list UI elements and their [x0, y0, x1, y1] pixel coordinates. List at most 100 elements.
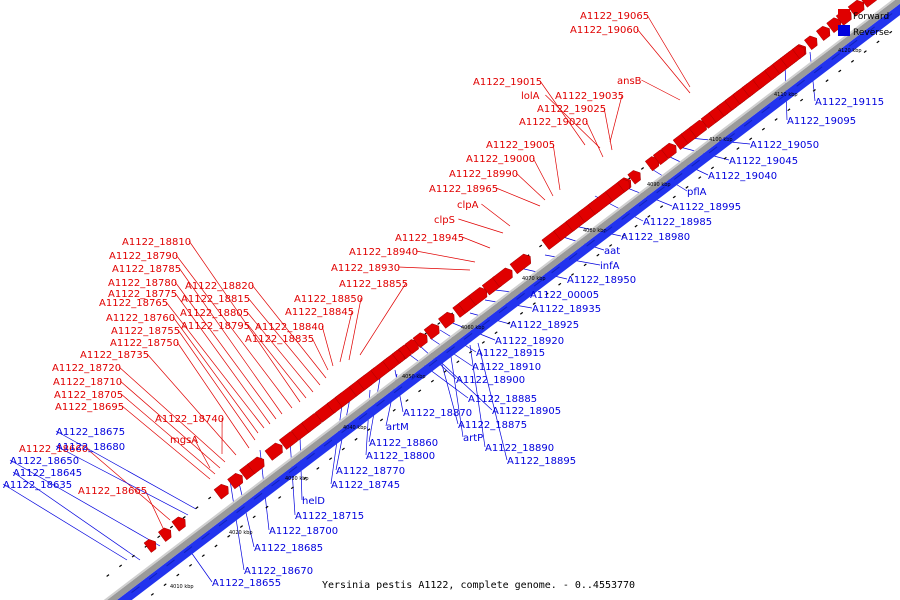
reverse-gene-label[interactable]: A1122_18905 — [492, 406, 561, 417]
forward-gene-label[interactable]: A1122_18850 — [294, 294, 363, 305]
reverse-gene-label[interactable]: A1122_18910 — [472, 362, 541, 373]
forward-gene-label[interactable]: A1122_19060 — [570, 25, 639, 36]
forward-gene-label[interactable]: A1122_18855 — [339, 279, 408, 290]
reverse-gene-label[interactable]: A1122_18915 — [476, 348, 545, 359]
forward-gene-label[interactable]: A1122_18695 — [55, 402, 124, 413]
forward-gene-label[interactable]: A1122_18755 — [111, 326, 180, 337]
minor-tick — [647, 215, 651, 218]
reverse-gene-label[interactable]: A1122_19115 — [815, 97, 884, 108]
forward-gene-label[interactable]: A1122_18660 — [19, 444, 88, 455]
reverse-gene-label[interactable]: artM — [386, 422, 409, 433]
forward-gene-label[interactable]: lolA — [521, 91, 540, 102]
forward-gene-label[interactable]: A1122_18760 — [106, 313, 175, 324]
reverse-gene-label[interactable]: A1122_18885 — [468, 394, 537, 405]
reverse-gene-label[interactable]: infA — [600, 261, 620, 272]
forward-gene-label[interactable]: A1122_19025 — [537, 104, 606, 115]
reverse-gene-label[interactable]: A1122_18935 — [532, 304, 601, 315]
reverse-gene-label[interactable]: A1122_18860 — [369, 438, 438, 449]
reverse-gene-label[interactable]: A1122_18800 — [366, 451, 435, 462]
forward-gene-label[interactable]: A1122_19000 — [466, 154, 535, 165]
reverse-leader-line — [477, 342, 508, 461]
forward-gene-label[interactable]: A1122_18750 — [110, 338, 179, 349]
forward-gene-label[interactable]: A1122_18775 — [108, 289, 177, 300]
forward-gene-label[interactable]: ansB — [617, 76, 642, 87]
forward-leader-line — [174, 281, 277, 420]
reverse-gene-label[interactable]: A1122_18635 — [3, 480, 72, 491]
reverse-gene-label[interactable]: A1122_18980 — [621, 232, 690, 243]
reverse-gene-label[interactable]: artP — [463, 433, 483, 444]
forward-gene-label[interactable]: A1122_18845 — [285, 307, 354, 318]
minor-tick — [812, 88, 816, 92]
reverse-gene-label[interactable]: A1122_19050 — [750, 140, 819, 151]
reverse-gene-label[interactable]: A1122_18995 — [672, 202, 741, 213]
reverse-gene-label[interactable]: A1122_18950 — [567, 275, 636, 286]
reverse-gene-label[interactable]: A1122_18680 — [56, 442, 125, 453]
forward-gene-label[interactable]: A1122_19035 — [555, 91, 624, 102]
forward-gene-label[interactable]: A1122_18835 — [245, 334, 314, 345]
reverse-gene-label[interactable]: A1122_18770 — [336, 466, 405, 477]
forward-gene-label[interactable]: A1122_19065 — [580, 11, 649, 22]
forward-gene-label[interactable]: A1122_18785 — [112, 264, 181, 275]
forward-gene-label[interactable]: A1122_18780 — [108, 278, 177, 289]
forward-gene-label[interactable]: A1122_18740 — [155, 414, 224, 425]
reverse-gene-label[interactable]: A1122_00005 — [530, 290, 599, 301]
reverse-gene-label[interactable]: A1122_19040 — [708, 171, 777, 182]
reverse-gene-label[interactable]: A1122_18675 — [56, 427, 125, 438]
forward-gene-label[interactable]: A1122_18965 — [429, 184, 498, 195]
forward-gene-label[interactable]: A1122_18990 — [449, 169, 518, 180]
reverse-gene-block — [883, 13, 893, 20]
reverse-gene-label[interactable]: A1122_18900 — [456, 375, 525, 386]
forward-gene-arrow — [660, 142, 677, 160]
forward-gene-label[interactable]: A1122_18795 — [181, 321, 250, 332]
reverse-gene-label[interactable]: A1122_18650 — [10, 456, 79, 467]
reverse-gene-label[interactable]: A1122_18985 — [643, 217, 712, 228]
forward-gene-label[interactable]: A1122_18940 — [349, 247, 418, 258]
forward-gene-label[interactable]: A1122_18735 — [80, 350, 149, 361]
forward-gene-label[interactable]: clpS — [434, 215, 455, 226]
forward-gene-label[interactable]: A1122_18805 — [180, 308, 249, 319]
forward-gene-label[interactable]: A1122_18720 — [52, 363, 121, 374]
reverse-gene-label[interactable]: A1122_18925 — [510, 320, 579, 331]
reverse-gene-label[interactable]: helD — [302, 496, 325, 507]
forward-gene-label[interactable]: A1122_18820 — [185, 281, 254, 292]
reverse-gene-label[interactable]: A1122_18895 — [507, 456, 576, 467]
reverse-gene-block — [621, 213, 630, 220]
minor-tick — [723, 156, 727, 160]
genome-backbone — [103, 0, 900, 600]
reverse-gene-label[interactable]: A1122_18745 — [331, 480, 400, 491]
minor-tick — [609, 244, 613, 247]
minor-tick — [825, 79, 829, 83]
reverse-gene-label[interactable]: A1122_18655 — [212, 578, 281, 589]
forward-gene-label[interactable]: A1122_18790 — [109, 251, 178, 262]
reverse-gene-label[interactable]: A1122_18875 — [458, 420, 527, 431]
forward-gene-label[interactable]: A1122_18930 — [331, 263, 400, 274]
reverse-gene-label[interactable]: A1122_18715 — [295, 511, 364, 522]
reverse-gene-label[interactable]: A1122_18685 — [254, 543, 323, 554]
forward-gene-label[interactable]: A1122_18945 — [395, 233, 464, 244]
forward-gene-label[interactable]: A1122_18810 — [122, 237, 191, 248]
reverse-gene-label[interactable]: A1122_18670 — [244, 566, 313, 577]
reverse-gene-label[interactable]: aat — [604, 246, 620, 257]
forward-gene-label[interactable]: A1122_18705 — [54, 390, 123, 401]
forward-gene-label[interactable]: A1122_18665 — [78, 486, 147, 497]
reverse-gene-label[interactable]: A1122_18700 — [269, 526, 338, 537]
forward-gene-label[interactable]: A1122_19005 — [486, 140, 555, 151]
reverse-gene-label[interactable]: A1122_19045 — [729, 156, 798, 167]
reverse-gene-label[interactable]: A1122_18870 — [403, 408, 472, 419]
reverse-gene-label[interactable]: A1122_18920 — [495, 336, 564, 347]
reverse-gene-label[interactable]: A1122_18645 — [13, 468, 82, 479]
forward-gene-label[interactable]: A1122_19020 — [519, 117, 588, 128]
reverse-gene-label[interactable]: pflA — [687, 187, 707, 198]
forward-gene-label[interactable]: A1122_18815 — [181, 294, 250, 305]
reverse-gene-label[interactable]: A1122_18890 — [485, 443, 554, 454]
forward-gene-label[interactable]: A1122_18840 — [255, 322, 324, 333]
minor-tick — [329, 457, 333, 461]
reverse-gene-label[interactable]: A1122_19095 — [787, 116, 856, 127]
minor-tick — [157, 535, 161, 539]
forward-gene-label[interactable]: A1122_19015 — [473, 77, 542, 88]
forward-gene-label[interactable]: clpA — [457, 200, 479, 211]
forward-gene-arrow — [227, 473, 244, 490]
forward-gene-label[interactable]: mgsA — [170, 435, 198, 446]
forward-gene-label[interactable]: A1122_18765 — [99, 298, 168, 309]
forward-gene-label[interactable]: A1122_18710 — [53, 377, 122, 388]
